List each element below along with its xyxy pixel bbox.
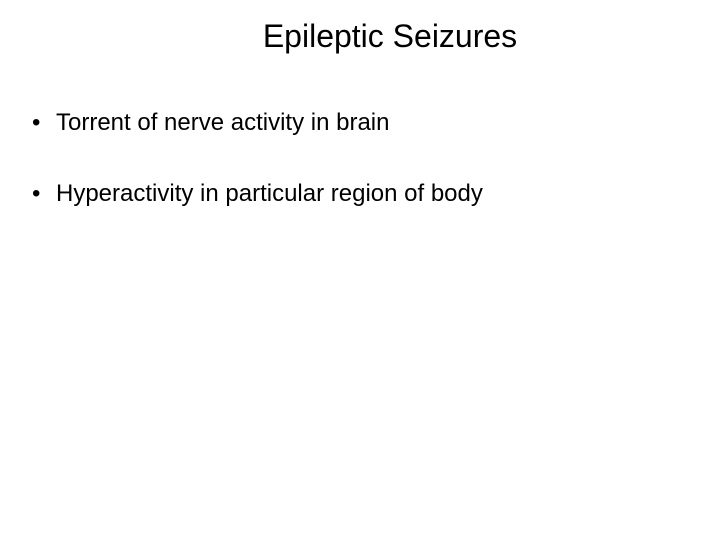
slide-title: Epileptic Seizures xyxy=(0,18,720,55)
bullet-list: Torrent of nerve activity in brain Hyper… xyxy=(0,109,720,209)
bullet-item: Torrent of nerve activity in brain xyxy=(30,109,720,138)
slide-container: Epileptic Seizures Torrent of nerve acti… xyxy=(0,0,720,540)
bullet-item: Hyperactivity in particular region of bo… xyxy=(30,180,720,209)
